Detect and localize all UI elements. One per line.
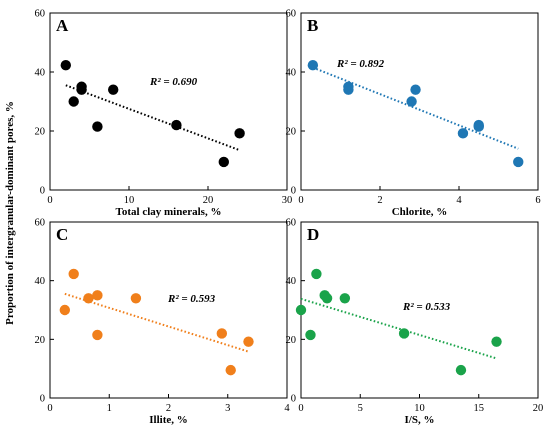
panel-b-y-tick-label: 20: [286, 127, 297, 138]
panel-a-data-point: [108, 84, 119, 95]
panel-c-panel-label: C: [56, 225, 68, 244]
panel-c-data-point: [92, 290, 103, 301]
panel-a-data-point: [218, 156, 229, 168]
panel-c-x-tick-label: 4: [284, 403, 290, 414]
panel-c-x-axis-label: Illite, %: [149, 414, 188, 426]
panel-b-data-point: [406, 96, 417, 107]
panel-c-x-tick-label: 1: [107, 403, 112, 414]
panel-a-y-tick-label: 0: [40, 186, 45, 197]
panel-a-y-tick-label: 60: [35, 9, 46, 20]
panel-b-x-tick-label: 0: [298, 195, 303, 206]
panel-d-r2-annotation: R² = 0.533: [402, 301, 451, 313]
panel-c-data-point: [92, 329, 103, 341]
panel-a-y-tick-label: 40: [35, 68, 46, 79]
panel-b-x-tick-label: 2: [377, 195, 382, 206]
panel-b-data-point: [473, 121, 484, 132]
panel-a-x-tick-label: 0: [47, 195, 52, 206]
panel-c-data-point: [59, 304, 71, 316]
panel-d-x-tick-label: 5: [358, 403, 363, 414]
panel-b-x-tick-label: 4: [456, 195, 462, 206]
panel-a-plot-frame: [49, 12, 288, 191]
panel-c-r2-prefix: R² =: [167, 293, 190, 305]
panel-c-data-point: [243, 336, 254, 347]
panel-d-trendline: [300, 297, 497, 360]
panel-d-x-tick-label: 20: [533, 403, 544, 414]
panel-d-data-point: [311, 268, 322, 280]
panel-d: 0 5 10 15 20 0 20 40 60 I/S, % D R² = 0.533: [286, 218, 544, 427]
panel-a-panel-label: A: [56, 16, 69, 35]
panel-d-data-point: [455, 364, 467, 376]
panel-a-x-tick-label: 10: [124, 195, 135, 206]
panel-c-data-point: [225, 364, 236, 376]
panel-b-y-tick-label: 0: [291, 186, 296, 197]
panel-c-r2-value: 0.593: [190, 293, 215, 305]
panel-a-x-tick-label: 30: [282, 195, 293, 206]
panel-a-data-point: [76, 84, 87, 95]
panel-b-data-point: [457, 128, 469, 139]
panel-b-plot-frame: [300, 12, 539, 191]
panel-c-y-tick-label: 40: [35, 276, 46, 287]
panel-b-data-point: [410, 84, 421, 95]
panel-d-y-tick-label: 0: [291, 394, 296, 405]
panel-d-data-point: [339, 293, 351, 304]
panel-b-r2-value: 0.892: [359, 58, 384, 70]
panel-d-y-tick-label: 60: [286, 218, 297, 229]
panel-a-trendline: [65, 84, 240, 152]
panel-d-y-tick-label: 20: [286, 335, 297, 346]
panel-c-x-tick-label: 0: [47, 403, 52, 414]
panel-d-data-point: [491, 336, 502, 347]
panel-a-data-point: [234, 128, 245, 139]
panel-d-r2-value: 0.533: [425, 301, 450, 313]
panel-d-r2-prefix: R² =: [402, 301, 425, 313]
panel-b-data-point: [343, 84, 354, 95]
panel-c-y-tick-label: 60: [35, 218, 46, 229]
panel-c-data-point: [130, 293, 142, 304]
panel-a-r2-annotation: R² = 0.690: [149, 76, 198, 88]
panel-c-y-tick-label: 20: [35, 335, 46, 346]
panel-d-x-tick-label: 10: [414, 403, 425, 414]
panel-c-x-tick-label: 2: [166, 403, 171, 414]
panel-a-data-point: [68, 96, 79, 107]
panel-b-y-tick-label: 60: [286, 9, 297, 20]
panel-a-r2-value: 0.690: [172, 76, 197, 88]
panel-c-r2-annotation: R² = 0.593: [167, 293, 216, 305]
panel-b-r2-prefix: R² =: [336, 58, 359, 70]
panel-d-y-tick-label: 40: [286, 276, 297, 287]
panel-d-x-tick-label: 0: [298, 403, 303, 414]
panel-b-trendline: [312, 66, 519, 150]
panel-d-x-tick-label: 15: [474, 403, 485, 414]
panel-a-data-point: [92, 121, 103, 132]
panel-b-x-axis-label: Chlorite, %: [392, 206, 448, 218]
panel-c-data-point: [83, 293, 94, 304]
panel-d-x-axis-label: I/S, %: [405, 414, 435, 426]
panel-d-data-point: [398, 328, 410, 339]
panel-c-data-point: [216, 328, 228, 339]
panel-a-y-tick-label: 20: [35, 127, 46, 138]
panel-a-data-point: [171, 119, 182, 131]
shared-y-axis-label: Proportion of intergranular-dominant por…: [4, 101, 16, 325]
panel-c-y-tick-label: 0: [40, 394, 45, 405]
panel-d-data-point: [321, 293, 333, 304]
panel-d-panel-label: D: [307, 225, 319, 244]
panel-c-plot-frame: [49, 221, 288, 399]
panel-c-x-tick-label: 3: [225, 403, 230, 414]
panel-b-r2-annotation: R² = 0.892: [336, 58, 385, 70]
panel-a-r2-prefix: R² =: [149, 76, 172, 88]
panel-b-panel-label: B: [307, 16, 318, 35]
panel-d-data-point: [305, 329, 316, 341]
panel-b-y-tick-label: 40: [286, 68, 297, 79]
panel-b-data-point: [307, 60, 319, 71]
panel-c-trendline: [64, 292, 249, 353]
panel-a-data-point: [60, 60, 71, 71]
panel-a-x-tick-label: 20: [203, 195, 214, 206]
panel-a-x-axis-label: Total clay minerals, %: [116, 206, 222, 218]
panel-b-data-point: [513, 156, 524, 168]
panel-b-x-tick-label: 6: [535, 195, 540, 206]
panel-d-data-point: [295, 304, 307, 316]
panel-c-data-point: [68, 268, 79, 280]
